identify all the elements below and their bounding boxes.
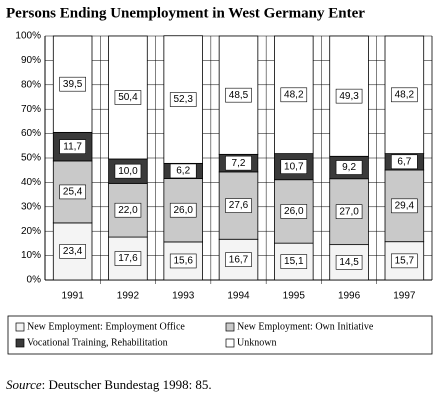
value-label: 39,5 [63,79,83,90]
y-tick-label: 60% [21,128,41,139]
value-label: 29,4 [395,200,415,211]
x-tick-label: 1996 [338,291,361,302]
value-label: 17,6 [118,253,138,264]
value-label-box [169,202,197,218]
value-label: 27,6 [229,200,249,211]
source-text: : Deutscher Bundestag 1998: 85. [42,377,212,392]
legend-label: Vocational Training, Rehabilitation [27,337,168,348]
value-label: 22,0 [118,205,138,216]
value-label-box [59,139,86,154]
y-tick-label: 80% [21,79,41,90]
value-label-box [335,204,363,219]
legend-swatch [15,338,25,348]
legend-label: New Employment: Own Initiative [237,321,374,332]
chart-title: Persons Ending Unemployment in West Germ… [6,5,365,21]
value-label-box [169,253,197,269]
value-label: 14,5 [339,257,359,268]
value-label: 52,3 [173,94,193,105]
value-label-box [169,92,197,107]
value-label: 26,0 [173,205,193,216]
value-label: 15,7 [395,255,415,266]
value-label: 49,3 [339,91,359,102]
value-label-box [335,88,363,104]
y-tick-label: 10% [21,250,41,261]
value-label: 10,7 [284,161,304,172]
value-label-box [59,76,86,92]
value-label: 48,2 [395,89,415,100]
value-label-box [391,87,418,103]
value-label: 6,2 [176,166,190,177]
value-label: 15,6 [173,256,193,267]
value-label: 6,7 [397,156,411,167]
y-tick-label: 50% [21,153,41,164]
value-label-box [225,155,252,171]
value-label: 26,0 [284,206,304,217]
x-tick-label: 1993 [172,291,195,302]
x-tick-label: 1997 [393,291,416,302]
value-label: 9,2 [342,162,356,173]
y-tick-label: 30% [21,201,41,212]
value-label: 16,7 [229,254,249,265]
value-label: 25,4 [63,187,83,198]
value-label-box [280,204,308,219]
value-label: 15,1 [284,256,304,267]
value-label-box [280,159,308,174]
value-label-box [335,255,363,270]
value-label: 48,2 [284,89,304,100]
value-label: 11,7 [63,141,82,152]
value-label: 48,5 [229,90,249,101]
y-tick-label: 90% [21,55,41,66]
legend-label: Unknown [237,337,276,348]
legend-swatch [225,338,235,348]
value-label-box [225,87,252,103]
value-label-box [114,202,142,218]
y-tick-label: 20% [21,226,41,237]
y-tick-label: 40% [21,177,41,188]
value-label: 23,4 [63,246,83,257]
x-tick-label: 1995 [283,291,306,302]
source-label: Source [6,377,42,392]
value-label: 7,2 [232,158,246,169]
value-label-box [391,198,418,214]
value-label-box [280,87,308,103]
y-tick-label: 70% [21,104,41,115]
value-label-box [169,163,197,179]
value-label-box [225,252,252,267]
x-tick-label: 1992 [117,291,140,302]
value-label-box [59,244,86,259]
value-label: 10,0 [118,166,138,177]
source: Source: Deutscher Bundestag 1998: 85. [6,377,212,392]
x-tick-label: 1991 [62,291,85,302]
value-label-box [114,251,142,266]
y-tick-label: 0% [27,275,42,286]
value-label-box [59,184,86,200]
legend-swatch [15,322,25,332]
value-label-box [391,154,418,170]
y-tick-label: 100% [15,31,41,42]
value-label-box [114,163,142,179]
value-label-box [280,254,308,269]
x-tick-label: 1994 [227,291,250,302]
value-label-box [114,90,142,105]
value-label: 27,0 [339,206,359,217]
value-label-box [335,160,363,175]
value-label: 50,4 [118,92,138,103]
value-label-box [225,198,252,213]
legend-swatch [225,322,235,332]
value-label-box [391,253,418,269]
legend-frame [7,315,433,355]
legend-label: New Employment: Employment Office [27,321,185,332]
